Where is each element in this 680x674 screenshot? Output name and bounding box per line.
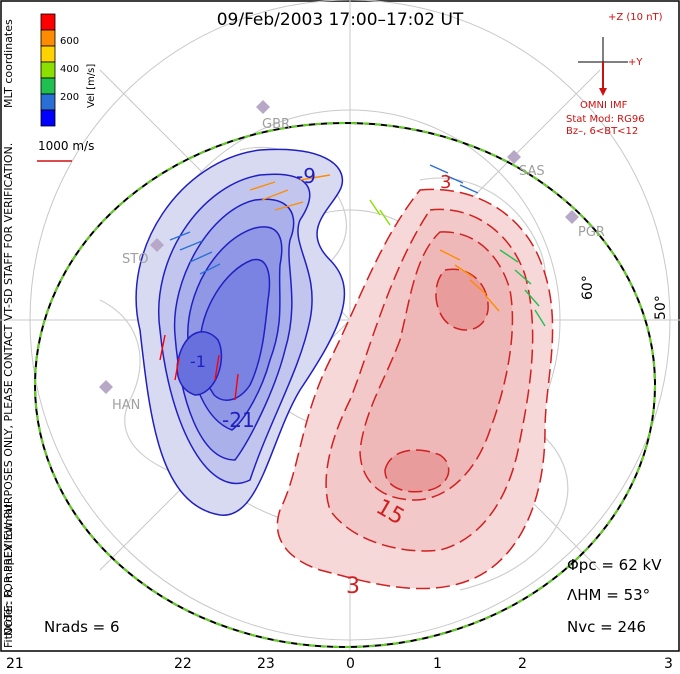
page-title: 09/Feb/2003 17:00–17:02 UT — [216, 10, 464, 30]
site-markers — [99, 100, 579, 394]
mlt-label-21: 21 — [6, 656, 24, 672]
mlt-label-3: 3 — [664, 656, 673, 672]
mlt-label-0: 0 — [346, 656, 355, 672]
colorbar-title: Vel [m/s] — [86, 63, 97, 108]
site-label-pgr: PGR — [578, 225, 605, 240]
site-label-gbr: GBR — [262, 117, 291, 132]
contour-label-neg1: -1 — [190, 352, 206, 371]
lat-label-60: 60° — [580, 275, 596, 300]
negative-convection-cell — [135, 148, 346, 516]
colorbar-tick-600: 600 — [60, 36, 80, 47]
site-label-sto: STO — [122, 252, 149, 267]
velocity-colorbar — [40, 13, 56, 127]
imf-condition: Bz–, 6<BT<12 — [566, 126, 639, 137]
stat-n-rads: Nrads = 6 — [44, 618, 120, 636]
reference-vector-label: 1000 m/s — [38, 139, 95, 153]
stat-lambda-hm: ΛHM = 53° — [567, 586, 651, 604]
contour-label-neg21: -21 — [222, 408, 255, 432]
lat-label-50: 50° — [653, 295, 669, 320]
preview-warning: NOTE: FOR PREVIEW PURPOSES ONLY, PLEASE … — [2, 142, 15, 636]
colorbar-tick-400: 400 — [60, 64, 80, 75]
colorbar-tick-200: 200 — [60, 92, 80, 103]
stat-model: Stat Mod: RG96 — [566, 114, 645, 125]
contour-label-pos3-bottom: 3 — [346, 574, 360, 599]
contour-label-neg9: -9 — [296, 164, 316, 188]
mlt-label-1: 1 — [433, 656, 442, 672]
mlt-label-2: 2 — [518, 656, 527, 672]
stat-n-vc: Nvc = 246 — [567, 618, 647, 636]
positive-convection-cell — [276, 188, 554, 590]
mlt-label-22: 22 — [174, 656, 192, 672]
site-label-sas: SAS — [519, 164, 545, 179]
mlt-label-23: 23 — [257, 656, 275, 672]
coordinate-system: MLT coordinates — [2, 19, 15, 108]
imf-y-label: +Y — [628, 57, 643, 68]
imf-source: OMNI IMF — [580, 100, 628, 111]
imf-z-label: +Z (10 nT) — [608, 12, 663, 23]
site-label-han: HAN — [112, 398, 141, 413]
stat-phi-pc: Φpc = 62 kV — [567, 556, 662, 574]
imf-clock-diagram — [578, 37, 628, 96]
velocity-vectors — [159, 164, 546, 401]
contour-label-pos3-top: 3 — [440, 172, 452, 193]
